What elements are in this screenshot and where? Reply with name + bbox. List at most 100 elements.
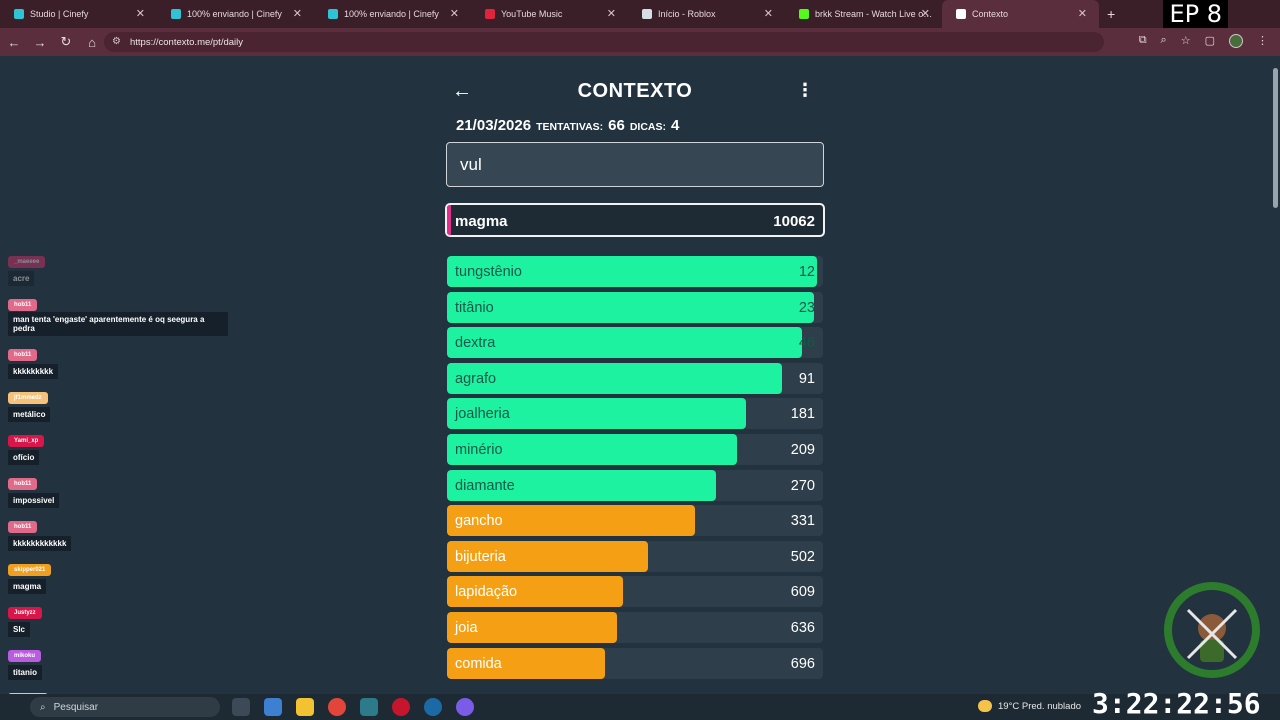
episode-overlay: EP 8 xyxy=(1163,0,1228,28)
guess-word: dextra xyxy=(455,335,496,352)
new-tab-button[interactable]: + xyxy=(1107,6,1116,22)
close-tab-icon[interactable]: ✕ xyxy=(449,8,459,20)
tab-title: Studio | Cinefy xyxy=(30,9,89,19)
guess-row: joia 636 xyxy=(447,611,823,643)
game-header: CONTEXTO ← ⋮ xyxy=(446,76,824,108)
hints-count: 4 xyxy=(671,117,680,134)
chat-username: hob11 xyxy=(8,299,38,311)
game-menu-icon[interactable]: ⋮ xyxy=(796,80,814,100)
taskbar-search[interactable]: ⌕ Pesquisar xyxy=(30,697,220,717)
opera-icon[interactable] xyxy=(392,698,410,716)
browser-tab[interactable]: YouTube Music ✕ xyxy=(471,0,628,28)
close-tab-icon[interactable]: ✕ xyxy=(606,8,616,20)
file-explorer-icon[interactable] xyxy=(296,698,314,716)
chat-username: mikoku xyxy=(8,650,42,662)
chat-text: magma xyxy=(8,579,47,594)
bookmark-star-icon[interactable]: ☆ xyxy=(1180,35,1191,47)
guess-rank: 270 xyxy=(790,477,815,494)
menu-kebab-icon[interactable]: ⋮ xyxy=(1257,35,1268,47)
taskbar-search-placeholder: Pesquisar xyxy=(53,701,99,713)
last-guess-marker xyxy=(447,205,451,235)
guess-rank: 609 xyxy=(790,584,815,601)
tab-favicon-icon xyxy=(328,9,338,19)
chat-username: hob11 xyxy=(8,478,38,490)
store-icon[interactable] xyxy=(264,698,282,716)
app-icon[interactable] xyxy=(360,698,378,716)
close-tab-icon[interactable]: ✕ xyxy=(920,8,930,20)
guess-word: comida xyxy=(455,655,502,672)
scrollbar-thumb[interactable] xyxy=(1273,68,1278,208)
steam-icon[interactable] xyxy=(424,698,442,716)
last-guess-rank: 10062 xyxy=(773,213,815,230)
close-tab-icon[interactable]: ✕ xyxy=(1077,8,1087,20)
close-tab-icon[interactable]: ✕ xyxy=(135,8,145,20)
guess-closeness-bar xyxy=(447,505,696,537)
home-icon[interactable]: ⌂ xyxy=(88,34,96,50)
back-arrow-icon[interactable]: ← xyxy=(452,80,472,102)
guess-input-box[interactable] xyxy=(446,142,824,187)
site-info-icon[interactable]: ⚙ xyxy=(112,36,121,47)
forward-nav-icon[interactable]: → xyxy=(33,34,47,50)
address-bar: ← → ↻ ⌂ ⚙ https://contexto.me/pt/daily ⧉… xyxy=(0,28,1280,56)
game-info: 21/03/2026 TENTATIVAS: 66 DICAS: 4 xyxy=(456,117,679,134)
chat-username: jf1mmedz xyxy=(8,392,48,404)
page-content: CONTEXTO ← ⋮ 21/03/2026 TENTATIVAS: 66 D… xyxy=(0,56,1280,694)
chat-message: skipper021 magma xyxy=(8,558,228,594)
guess-word: minério xyxy=(455,441,503,458)
guess-input[interactable] xyxy=(460,154,800,175)
guess-word: gancho xyxy=(455,513,503,530)
search-icon: ⌕ xyxy=(40,701,46,713)
guess-closeness-bar xyxy=(447,611,618,643)
guess-rank: 181 xyxy=(790,406,815,423)
guess-row: minério 209 xyxy=(447,433,823,465)
url-text: https://contexto.me/pt/daily xyxy=(130,36,244,48)
guess-closeness-bar xyxy=(447,327,803,359)
browser-tab[interactable]: Studio | Cinefy ✕ xyxy=(0,0,157,28)
chat-text: acre xyxy=(8,271,35,286)
guess-list: tungstênio 12 titânio 23 dextra 46 agrafo 91 joa… xyxy=(447,256,823,683)
tab-title: YouTube Music xyxy=(501,9,563,19)
browser-tab[interactable]: 100% enviando | Cinefy ✕ xyxy=(157,0,314,28)
guess-closeness-bar xyxy=(447,469,716,501)
browser-tab[interactable]: Início - Roblox ✕ xyxy=(628,0,785,28)
url-field[interactable]: ⚙ https://contexto.me/pt/daily xyxy=(104,32,1104,52)
close-tab-icon[interactable]: ✕ xyxy=(763,8,773,20)
guess-row: bijuteria 502 xyxy=(447,540,823,572)
browser-tab[interactable]: brkk Stream - Watch Live on Ki ✕ xyxy=(785,0,942,28)
page-scrollbar[interactable] xyxy=(1270,56,1280,694)
chrome-icon[interactable] xyxy=(328,698,346,716)
tab-title: 100% enviando | Cinefy xyxy=(344,9,439,19)
weather-widget[interactable]: 19°C Pred. nublado xyxy=(978,700,1081,712)
chat-text: metálico xyxy=(8,407,51,422)
chat-username: _maeeee xyxy=(8,256,46,268)
guess-word: agrafo xyxy=(455,370,497,387)
chat-text: ofício xyxy=(8,450,40,465)
browser-tab[interactable]: 100% enviando | Cinefy ✕ xyxy=(314,0,471,28)
guess-word: diamante xyxy=(455,477,515,494)
extensions-icon[interactable]: ▢ xyxy=(1204,35,1215,47)
chat-username: Yami_xp xyxy=(8,435,45,447)
tab-favicon-icon xyxy=(642,9,652,19)
chat-text: Slc xyxy=(8,622,31,637)
reload-icon[interactable]: ↻ xyxy=(60,34,72,49)
browser-tab[interactable]: Contexto ✕ xyxy=(942,0,1099,28)
guess-word: lapidação xyxy=(455,584,518,601)
guess-row: agrafo 91 xyxy=(447,362,823,394)
task-view-icon[interactable] xyxy=(232,698,250,716)
guess-rank: 636 xyxy=(790,619,815,636)
install-app-icon[interactable]: ⧉ xyxy=(1138,34,1147,46)
last-guess-row: magma 10062 xyxy=(445,203,825,237)
back-nav-icon[interactable]: ← xyxy=(7,34,21,50)
profile-avatar[interactable] xyxy=(1229,34,1243,48)
guess-rank: 502 xyxy=(790,548,815,565)
tab-favicon-icon xyxy=(171,9,181,19)
close-tab-icon[interactable]: ✕ xyxy=(292,8,302,20)
guess-row: gancho 331 xyxy=(447,505,823,537)
guess-rank: 46 xyxy=(798,335,815,352)
guess-rank: 696 xyxy=(790,655,815,672)
guess-row: lapidação 609 xyxy=(447,576,823,608)
discord-icon[interactable] xyxy=(456,698,474,716)
zoom-icon[interactable]: ⌕ xyxy=(1160,34,1167,46)
tab-title: Contexto xyxy=(972,9,1009,19)
